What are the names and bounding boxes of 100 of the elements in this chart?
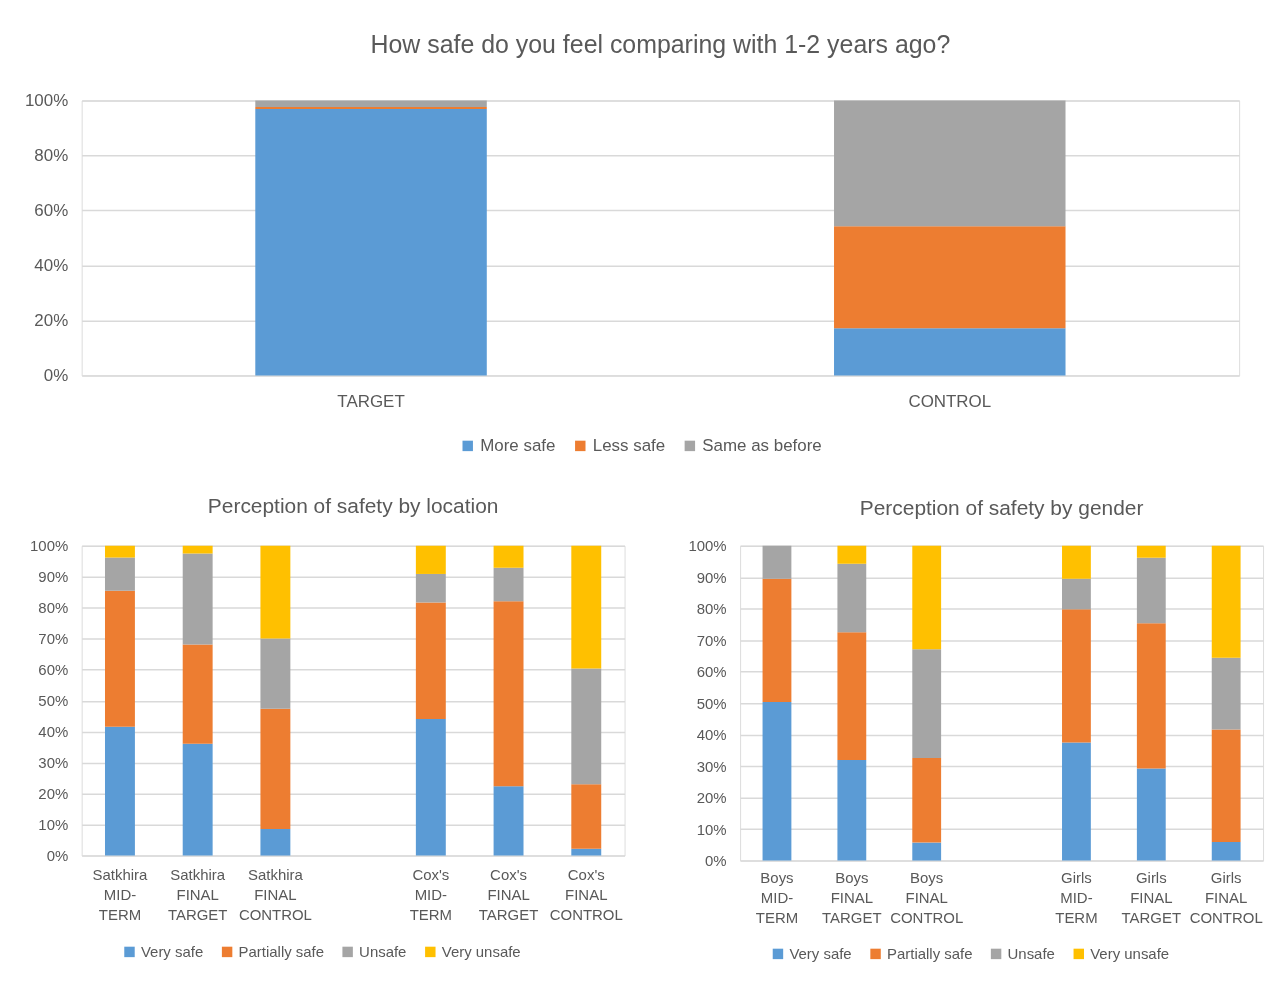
x-tick-label: Boys FINAL CONTROL bbox=[890, 868, 964, 926]
bar bbox=[837, 632, 867, 761]
y-tick-label: 90% bbox=[696, 568, 727, 586]
x-tick-label: Cox's FINAL CONTROL bbox=[549, 865, 623, 923]
x-tick-label: Satkhira MID-TERM bbox=[92, 865, 149, 923]
y-tick-label: 20% bbox=[34, 310, 69, 330]
bar bbox=[1062, 578, 1091, 610]
bar bbox=[571, 545, 602, 669]
legend-label: Same as before bbox=[702, 435, 822, 455]
legend-label: Partially safe bbox=[238, 942, 325, 960]
y-tick-label: 50% bbox=[696, 694, 727, 712]
x-tick-label: Girls MID-TERM bbox=[1055, 868, 1098, 926]
bar bbox=[415, 573, 446, 603]
bar bbox=[255, 109, 487, 376]
x-tick-label: Boys FINAL TARGET bbox=[822, 868, 882, 926]
y-tick-label: 80% bbox=[38, 599, 69, 617]
y-tick-label: 20% bbox=[696, 789, 727, 807]
legend-label: Very unsafe bbox=[441, 942, 521, 960]
x-tick-label: Cox's MID-TERM bbox=[409, 865, 452, 923]
x-tick-label: Boys MID-TERM bbox=[755, 868, 799, 926]
y-tick-label: 70% bbox=[696, 631, 727, 649]
bar bbox=[1136, 623, 1166, 769]
y-tick-label: 60% bbox=[34, 200, 69, 220]
bar bbox=[105, 545, 135, 558]
x-tick-label: Girls FINAL CONTROL bbox=[1189, 868, 1263, 926]
bar bbox=[1136, 545, 1166, 558]
bar bbox=[1211, 729, 1241, 842]
y-tick-label: 50% bbox=[38, 692, 69, 710]
chart-title: Perception of safety by gender bbox=[859, 495, 1144, 519]
bar bbox=[493, 545, 524, 568]
bar bbox=[415, 545, 446, 574]
bar bbox=[260, 638, 291, 709]
y-tick-label: 10% bbox=[38, 816, 69, 834]
bar bbox=[1062, 609, 1091, 743]
x-tick-label: TARGET bbox=[337, 391, 405, 411]
legend-label: Very safe bbox=[140, 942, 204, 960]
bar bbox=[1062, 742, 1091, 861]
x-tick-label: Satkhira FINAL TARGET bbox=[167, 865, 228, 923]
y-tick-label: 100% bbox=[30, 537, 69, 555]
y-tick-label: 80% bbox=[696, 600, 727, 618]
x-tick-label: Girls FINAL TARGET bbox=[1121, 868, 1182, 926]
x-tick-label: CONTROL bbox=[908, 391, 992, 411]
legend-label: Very safe bbox=[789, 944, 852, 962]
y-tick-label: 80% bbox=[34, 145, 69, 165]
bar bbox=[762, 545, 792, 579]
y-tick-label: 0% bbox=[43, 365, 69, 385]
x-tick-label: Satkhira FINAL CONTROL bbox=[238, 865, 312, 923]
bar bbox=[837, 545, 867, 564]
bar bbox=[912, 545, 942, 650]
y-tick-label: 10% bbox=[696, 820, 727, 838]
bar bbox=[1211, 545, 1241, 658]
y-tick-label: 0% bbox=[705, 852, 727, 869]
bar bbox=[1136, 557, 1166, 624]
bar bbox=[105, 557, 135, 591]
y-tick-label: 60% bbox=[696, 663, 727, 681]
bar bbox=[415, 602, 446, 719]
bar bbox=[260, 708, 291, 829]
legend-label: Less safe bbox=[592, 435, 666, 455]
y-tick-label: 30% bbox=[696, 757, 727, 775]
bar bbox=[182, 743, 213, 856]
bar bbox=[837, 760, 867, 861]
y-tick-label: 30% bbox=[38, 754, 69, 772]
bar bbox=[182, 553, 213, 645]
bar bbox=[415, 718, 446, 856]
y-tick-label: 60% bbox=[38, 661, 69, 679]
y-tick-label: 100% bbox=[688, 537, 727, 555]
bar bbox=[834, 100, 1066, 227]
bar bbox=[834, 328, 1066, 376]
bar bbox=[837, 563, 867, 633]
legend-label: More safe bbox=[480, 435, 556, 455]
y-tick-label: 0% bbox=[46, 847, 69, 865]
bar bbox=[255, 100, 487, 108]
bar bbox=[571, 848, 602, 856]
bar bbox=[762, 578, 792, 702]
legend-label: Very unsafe bbox=[1090, 944, 1170, 962]
y-tick-label: 40% bbox=[696, 726, 727, 744]
bar bbox=[1211, 841, 1241, 861]
y-tick-label: 100% bbox=[24, 90, 69, 110]
y-tick-label: 20% bbox=[38, 785, 69, 803]
bar bbox=[105, 726, 135, 856]
y-tick-label: 40% bbox=[34, 255, 69, 275]
bar bbox=[834, 226, 1066, 329]
legend-label: Unsafe bbox=[1007, 944, 1055, 962]
chart-title: Perception of safety by location bbox=[207, 493, 499, 517]
bar bbox=[105, 590, 135, 727]
bar bbox=[571, 668, 602, 785]
bar bbox=[912, 842, 942, 861]
y-tick-label: 40% bbox=[38, 723, 69, 741]
y-tick-label: 70% bbox=[38, 630, 69, 648]
bar bbox=[260, 828, 291, 856]
bar bbox=[182, 545, 213, 554]
bar bbox=[912, 649, 942, 758]
x-tick-label: Cox's FINAL TARGET bbox=[478, 865, 539, 923]
y-tick-label: 90% bbox=[38, 568, 69, 586]
chart-title: How safe do you feel comparing with 1-2 years ago? bbox=[370, 29, 951, 58]
bar bbox=[493, 786, 524, 856]
bar bbox=[1211, 657, 1241, 730]
bar bbox=[762, 701, 792, 861]
bar bbox=[912, 757, 942, 843]
bar bbox=[182, 644, 213, 744]
